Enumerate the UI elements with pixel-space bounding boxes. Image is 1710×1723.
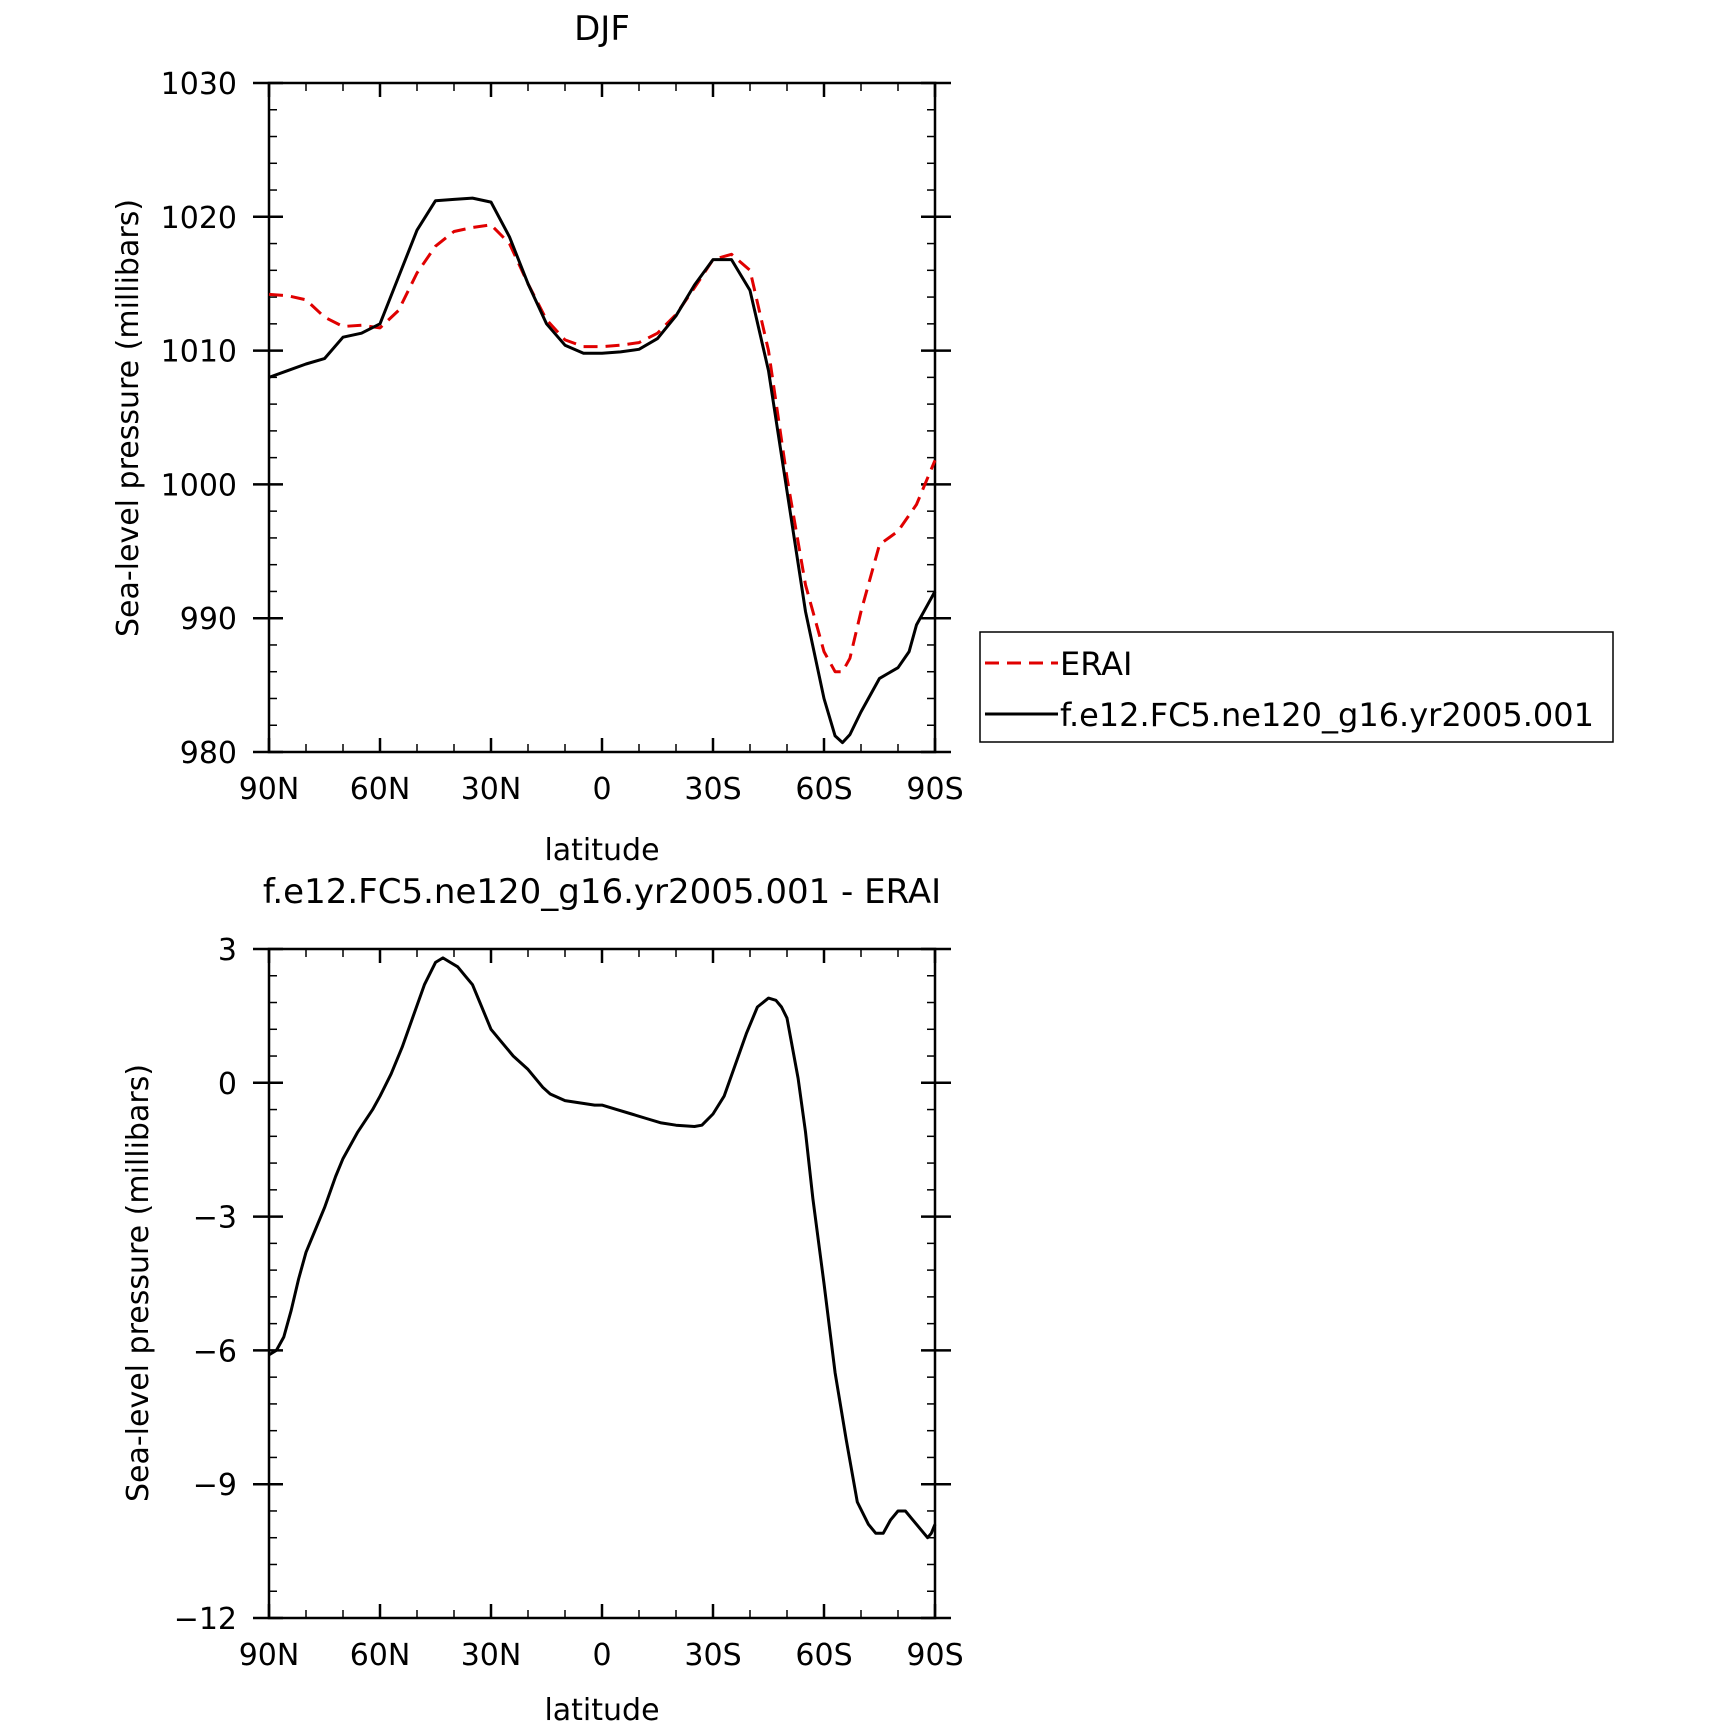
panel-bottom: f.e12.FC5.ne120_g16.yr2005.001 - ERAI −1… xyxy=(121,872,964,1723)
legend-label-erai: ERAI xyxy=(1060,645,1132,683)
panel-bottom-x-tick-label: 30N xyxy=(461,1638,522,1673)
panel-bottom-y-tick-label: 3 xyxy=(218,933,237,968)
panel-bottom-frame xyxy=(267,947,937,1620)
panel-bottom-x-tick-label: 30S xyxy=(684,1638,741,1673)
panel-bottom-x-axis-label: latitude xyxy=(544,1693,659,1723)
panel-top-y-tick-label: 1010 xyxy=(161,335,237,370)
panel-bottom-series-line-difference xyxy=(268,956,937,1540)
panel-top-series-line-model xyxy=(268,196,937,745)
panel-bottom-x-tick-label: 90N xyxy=(239,1638,300,1673)
panel-bottom-y-axis-label: Sea-level pressure (millibars) xyxy=(121,1064,156,1502)
panel-top-y-tick-label: 1000 xyxy=(161,468,237,503)
panel-top-y-tick-label: 980 xyxy=(180,736,237,771)
panel-top-y-tick-label: 1030 xyxy=(161,67,237,102)
panel-bottom-y-tick-label: −9 xyxy=(193,1468,237,1503)
panel-bottom-x-tick-label: 60N xyxy=(350,1638,411,1673)
panel-bottom-x-tick-label: 60S xyxy=(795,1638,852,1673)
panel-top-frame xyxy=(267,81,937,754)
panel-bottom-title: f.e12.FC5.ne120_g16.yr2005.001 - ERAI xyxy=(263,872,941,912)
panel-top-y-axis-label: Sea-level pressure (millibars) xyxy=(111,199,146,637)
panel-bottom-x-tick-labels: 90N 60N 30N 0 30S 60S 90S xyxy=(239,1638,964,1673)
legend: ERAI f.e12.FC5.ne120_g16.yr2005.001 xyxy=(979,631,1614,743)
panel-bottom-series xyxy=(268,956,937,1540)
panel-top-title: DJF xyxy=(574,9,630,49)
panel-top-ticks xyxy=(253,81,951,754)
panel-top: DJF 980 990 1000 1010 1020 1030 90N 60N 30N 0 30S… xyxy=(111,9,1614,868)
panel-top-series-line-erai xyxy=(268,223,937,674)
panel-top-x-tick-label: 60S xyxy=(795,772,852,807)
panel-top-y-tick-label: 990 xyxy=(180,602,237,637)
legend-box xyxy=(979,631,1614,743)
legend-label-model: f.e12.FC5.ne120_g16.yr2005.001 xyxy=(1060,696,1594,734)
panel-bottom-y-tick-label: −6 xyxy=(193,1334,237,1369)
panel-top-x-tick-labels: 90N 60N 30N 0 30S 60S 90S xyxy=(239,772,964,807)
panel-bottom-y-tick-label: −3 xyxy=(193,1201,237,1236)
panel-top-x-tick-label: 0 xyxy=(592,772,611,807)
panel-top-x-tick-label: 30S xyxy=(684,772,741,807)
panel-bottom-y-tick-labels: −12 −9 −6 −3 0 3 xyxy=(174,933,237,1637)
panel-bottom-x-tick-label: 90S xyxy=(906,1638,963,1673)
panel-bottom-ticks xyxy=(253,947,951,1620)
panel-bottom-y-tick-label: −12 xyxy=(174,1602,237,1637)
panel-top-x-tick-label: 30N xyxy=(461,772,522,807)
panel-top-y-tick-label: 1020 xyxy=(161,201,237,236)
panel-top-y-tick-labels: 980 990 1000 1010 1020 1030 xyxy=(161,67,237,771)
panel-top-x-tick-label: 90S xyxy=(906,772,963,807)
panel-top-x-axis-label: latitude xyxy=(544,833,659,868)
panel-bottom-x-tick-label: 0 xyxy=(592,1638,611,1673)
panel-top-x-tick-label: 90N xyxy=(239,772,300,807)
panel-bottom-y-tick-label: 0 xyxy=(218,1067,237,1102)
panel-top-series xyxy=(268,196,937,745)
panel-top-x-tick-label: 60N xyxy=(350,772,411,807)
